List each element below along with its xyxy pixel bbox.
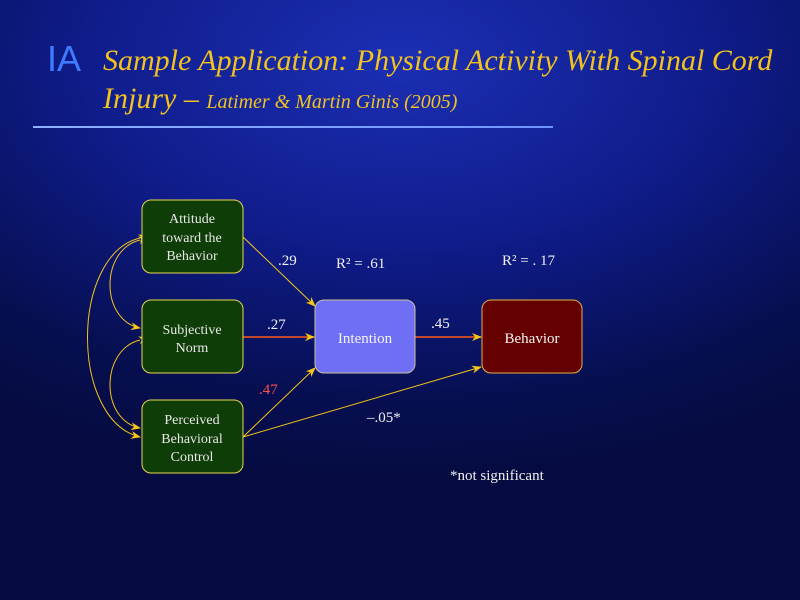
attitude-label-2: toward the — [162, 231, 221, 246]
pbc-label-1: Perceived — [164, 413, 219, 428]
attitude-node — [141, 199, 244, 274]
r2-behavior: R² = . 17 — [502, 253, 555, 269]
section-label: IA — [47, 38, 82, 79]
title-citation: Latimer & Martin Ginis (2005) — [206, 91, 458, 113]
correlation-attitude-norm — [109, 236, 149, 331]
footnote: *not significant — [450, 468, 545, 484]
coef-pbc-behavior: –.05* — [366, 410, 401, 426]
behavior-label: Behavior — [505, 331, 560, 347]
coef-pbc-intention: .47 — [259, 382, 278, 398]
pbc-node — [141, 399, 244, 474]
path-attitude-intention — [242, 236, 316, 307]
correlation-attitude-pbc — [87, 234, 149, 439]
pbc-label-3: Control — [171, 450, 214, 465]
title-main: Sample Application: Physical Activity Wi… — [103, 44, 773, 115]
pbc-label-2: Behavioral — [161, 432, 223, 447]
intention-label: Intention — [338, 331, 393, 347]
norm-label-1: Subjective — [162, 323, 221, 338]
path-pbc-intention — [242, 367, 316, 438]
coef-attitude: .29 — [278, 253, 297, 269]
coef-norm: .27 — [267, 317, 286, 333]
behavior-node — [481, 299, 583, 374]
title-divider — [33, 126, 553, 128]
path-pbc-behavior — [242, 365, 482, 438]
r2-intention: R² = .61 — [336, 256, 385, 272]
intention-node — [314, 299, 416, 374]
attitude-label-1: Attitude — [169, 212, 215, 227]
subjective-norm-node — [141, 299, 244, 374]
norm-label-2: Norm — [176, 341, 209, 356]
slide-title: Sample Application: Physical Activity Wi… — [103, 42, 783, 121]
correlation-norm-pbc — [109, 336, 149, 431]
attitude-label-3: Behavior — [166, 249, 218, 264]
coef-intention-behavior: .45 — [431, 316, 450, 332]
